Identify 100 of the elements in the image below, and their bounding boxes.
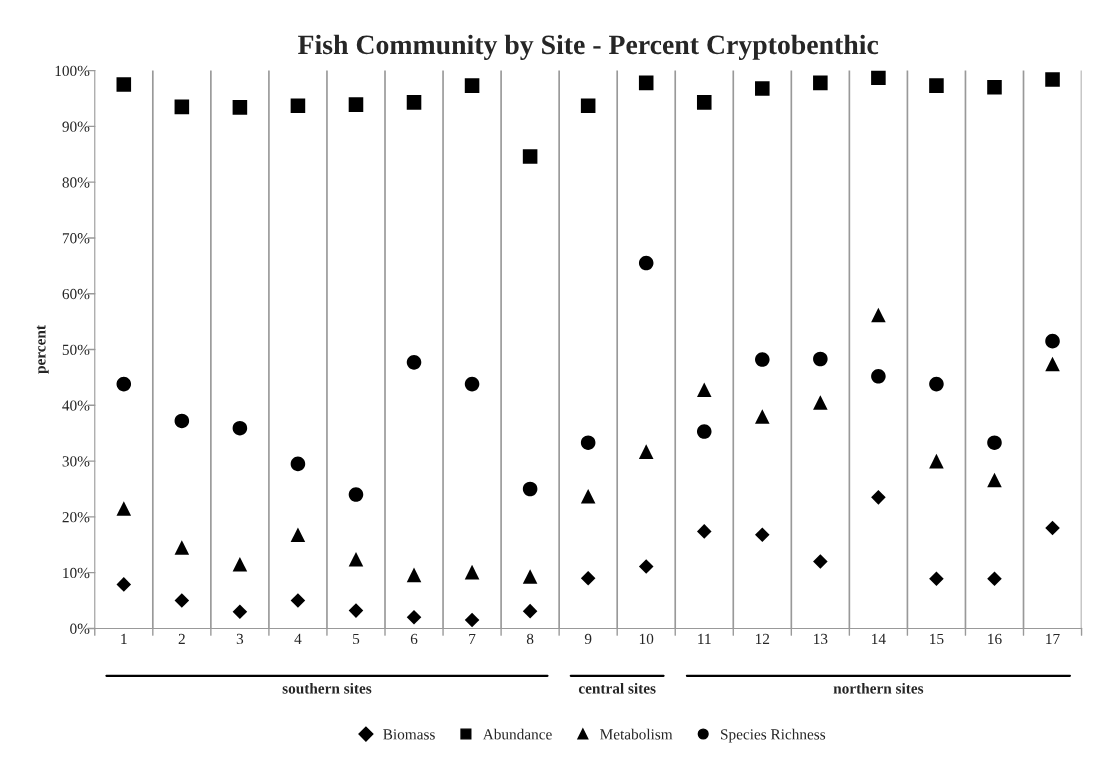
y-tick-label: 30% — [62, 456, 90, 467]
legend-label: Species Richness — [721, 728, 826, 743]
x-tick-label: 3 — [236, 633, 244, 645]
x-tick-label: 14 — [872, 633, 886, 644]
y-tick-label: 100% — [55, 65, 90, 77]
x-tick-label: 13 — [814, 633, 828, 645]
point — [290, 527, 306, 543]
text: central sites — [578, 682, 656, 694]
point — [929, 376, 944, 392]
x-tick-label: 4 — [294, 633, 302, 644]
point — [580, 98, 596, 114]
point — [116, 577, 132, 592]
point — [232, 100, 248, 115]
point — [1045, 356, 1060, 372]
point — [638, 444, 654, 459]
point — [290, 456, 306, 472]
point — [406, 95, 422, 110]
point — [638, 75, 654, 91]
point — [580, 570, 596, 586]
y-tick-label: 90% — [62, 121, 90, 132]
point — [232, 604, 248, 619]
x-tick-label: 1 — [121, 633, 127, 644]
point — [174, 593, 190, 608]
x-tick-label: 7 — [469, 633, 476, 644]
point — [522, 603, 538, 619]
point — [522, 569, 538, 584]
point — [464, 612, 480, 628]
point — [696, 524, 712, 539]
y-tick-label: 20% — [62, 512, 90, 523]
point — [813, 554, 828, 569]
point — [755, 409, 770, 424]
point — [813, 351, 828, 367]
point — [464, 564, 480, 580]
x-tick-label: 15 — [930, 633, 944, 645]
point — [580, 488, 596, 504]
point — [987, 571, 1002, 587]
point — [755, 81, 770, 96]
point — [929, 453, 944, 469]
x-tick-label: 17 — [1046, 633, 1060, 644]
point — [116, 376, 132, 392]
point — [696, 382, 712, 397]
point — [813, 395, 828, 410]
point — [929, 78, 944, 93]
point — [580, 435, 596, 450]
point — [348, 487, 364, 502]
y-tick-label: 0% — [70, 623, 90, 634]
x-tick-label: 6 — [410, 633, 418, 645]
text: southern sites — [282, 682, 372, 694]
point — [406, 355, 422, 370]
point — [522, 149, 538, 164]
point — [116, 77, 132, 92]
x-tick-label: 11 — [698, 633, 711, 644]
x-tick-label: 2 — [178, 633, 185, 644]
point — [696, 95, 712, 110]
x-tick-label: 9 — [584, 633, 592, 645]
point — [464, 78, 480, 93]
point — [871, 70, 886, 86]
point — [348, 551, 364, 567]
point — [871, 307, 886, 323]
point — [871, 369, 886, 384]
point — [638, 255, 654, 271]
x-tick-label: 10 — [639, 633, 654, 645]
text: northern sites — [833, 682, 924, 694]
point — [755, 352, 770, 367]
y-axis-title: percent — [36, 325, 49, 374]
point — [987, 80, 1002, 95]
x-tick-label: 16 — [988, 633, 1002, 645]
x-tick-label: 8 — [526, 633, 534, 645]
y-tick-label: 70% — [62, 233, 90, 244]
y-tick-label: 80% — [62, 177, 90, 188]
point — [348, 97, 364, 112]
y-tick-label: 50% — [62, 344, 90, 356]
legend-label: Biomass — [383, 729, 435, 740]
point — [696, 424, 712, 439]
point — [987, 472, 1002, 488]
point — [464, 376, 480, 392]
point — [638, 559, 654, 574]
point — [116, 501, 132, 516]
y-tick-label: 40% — [62, 400, 90, 411]
point — [232, 420, 248, 436]
x-tick-label: 5 — [353, 633, 360, 645]
point — [290, 98, 306, 114]
point — [1045, 520, 1060, 536]
point — [1045, 72, 1060, 87]
point — [813, 75, 828, 91]
y-tick-label: 60% — [62, 288, 90, 300]
point — [522, 481, 538, 497]
point — [1045, 333, 1060, 349]
point — [755, 527, 770, 543]
point — [174, 413, 190, 429]
point — [232, 557, 248, 572]
point — [929, 571, 944, 587]
point — [987, 435, 1002, 450]
chart-title: Fish Community by Site - Percent Cryptobenthic — [298, 34, 879, 60]
point — [174, 540, 190, 555]
point — [406, 567, 422, 583]
legend-label: Metabolism — [600, 728, 673, 740]
point — [290, 593, 306, 608]
point — [871, 490, 886, 505]
point — [348, 603, 364, 618]
